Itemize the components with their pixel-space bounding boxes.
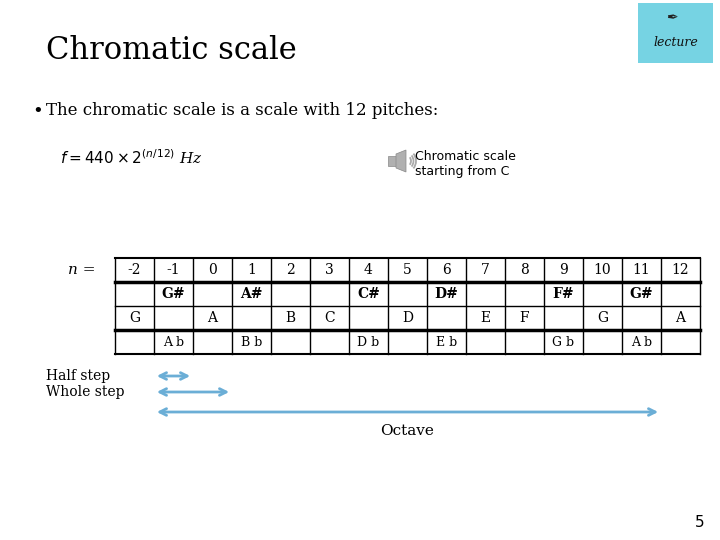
Text: G#: G# [162, 287, 185, 301]
Text: 0: 0 [208, 263, 217, 277]
Text: •: • [32, 102, 42, 120]
Text: Half step: Half step [46, 369, 110, 383]
Text: -2: -2 [127, 263, 141, 277]
Text: G b: G b [552, 335, 575, 348]
Text: The chromatic scale is a scale with 12 pitches:: The chromatic scale is a scale with 12 p… [46, 102, 438, 119]
Text: G: G [129, 311, 140, 325]
FancyBboxPatch shape [388, 156, 396, 166]
FancyBboxPatch shape [638, 3, 713, 63]
Text: G#: G# [630, 287, 653, 301]
Text: 2: 2 [286, 263, 295, 277]
Text: D b: D b [357, 335, 379, 348]
Text: C: C [324, 311, 335, 325]
Text: $f = 440 \times 2^{(n/12)}$ Hz: $f = 440 \times 2^{(n/12)}$ Hz [60, 148, 203, 167]
Text: 11: 11 [633, 263, 650, 277]
Text: B b: B b [240, 335, 262, 348]
Text: Whole step: Whole step [46, 385, 125, 399]
Text: A b: A b [163, 335, 184, 348]
Text: A#: A# [240, 287, 263, 301]
Text: Chromatic scale
starting from C: Chromatic scale starting from C [415, 150, 516, 178]
Text: B: B [285, 311, 296, 325]
Text: 10: 10 [594, 263, 611, 277]
Text: 1: 1 [247, 263, 256, 277]
Text: 5: 5 [696, 515, 705, 530]
Text: A: A [207, 311, 217, 325]
Text: 12: 12 [672, 263, 689, 277]
Text: Chromatic scale: Chromatic scale [46, 35, 297, 66]
Text: ✒: ✒ [666, 11, 678, 25]
Text: A: A [675, 311, 685, 325]
Text: 5: 5 [403, 263, 412, 277]
Text: 7: 7 [481, 263, 490, 277]
Text: n =: n = [68, 263, 96, 277]
Text: F#: F# [553, 287, 575, 301]
Text: A b: A b [631, 335, 652, 348]
Text: C#: C# [357, 287, 380, 301]
Text: E b: E b [436, 335, 457, 348]
Text: E: E [480, 311, 490, 325]
Polygon shape [396, 150, 406, 172]
Text: G: G [597, 311, 608, 325]
Text: 9: 9 [559, 263, 568, 277]
Text: D#: D# [435, 287, 459, 301]
Text: -1: -1 [167, 263, 180, 277]
Text: F: F [520, 311, 529, 325]
Text: D: D [402, 311, 413, 325]
Text: 6: 6 [442, 263, 451, 277]
Text: 3: 3 [325, 263, 334, 277]
Text: 8: 8 [520, 263, 529, 277]
Text: 4: 4 [364, 263, 373, 277]
Text: lecture: lecture [654, 37, 698, 50]
FancyBboxPatch shape [638, 3, 713, 63]
Text: Octave: Octave [381, 424, 434, 438]
